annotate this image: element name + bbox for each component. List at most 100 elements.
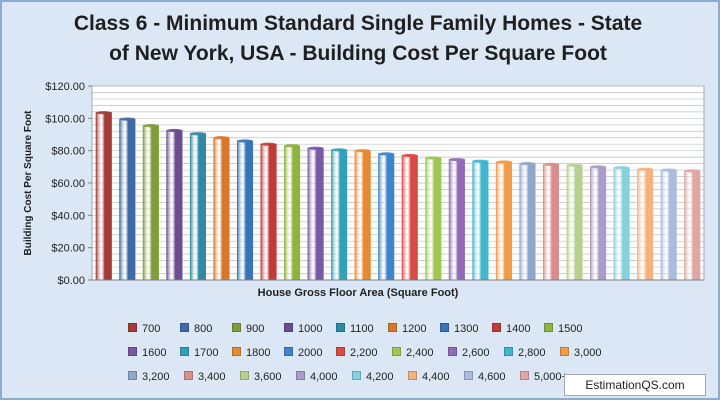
legend-label: 700	[142, 323, 161, 335]
y-tick-label: $80.00	[51, 146, 85, 158]
y-tick-label: $40.00	[51, 210, 85, 222]
bar-cap	[590, 165, 606, 169]
legend-label: 4,400	[422, 371, 450, 383]
legend-item: 3,400	[184, 370, 226, 384]
legend-label: 2,800	[518, 347, 546, 359]
legend-item: 700	[128, 322, 160, 336]
bar-4600	[660, 169, 677, 281]
legend-label: 3,200	[142, 371, 170, 383]
bar-cap	[284, 144, 300, 148]
legend-item: 2000	[284, 346, 322, 360]
legend-swatch	[284, 347, 293, 356]
bar-1500	[284, 145, 301, 281]
legend-swatch	[408, 371, 417, 380]
legend-item: 900	[232, 322, 264, 336]
bar-cap	[143, 124, 159, 128]
legend-label: 3,400	[198, 371, 226, 383]
bar-cap	[660, 168, 677, 172]
legend-swatch	[184, 371, 193, 380]
bar-cap	[190, 132, 206, 136]
legend-swatch	[336, 347, 345, 356]
legend-swatch	[240, 371, 249, 380]
legend-swatch	[232, 347, 241, 356]
bar-3200	[519, 163, 536, 281]
bar-800	[119, 118, 136, 281]
legend-swatch	[520, 371, 529, 380]
legend-label: 1400	[506, 323, 531, 335]
legend-item: 1400	[492, 322, 530, 336]
bar-3400	[542, 164, 560, 281]
legend-item: 3,600	[240, 370, 282, 384]
y-tick-label: $20.00	[51, 243, 85, 255]
bar-4400	[637, 168, 654, 281]
legend-label: 1800	[246, 347, 271, 359]
legend-label: 4,200	[366, 371, 394, 383]
legend-item: 5,000+	[520, 370, 568, 384]
bar-cap	[543, 162, 559, 167]
legend-item: 4,600	[464, 370, 506, 384]
bar-cap	[425, 156, 442, 160]
bar-2000	[378, 153, 395, 281]
legend-swatch	[180, 323, 189, 332]
legend-swatch	[464, 371, 473, 380]
bar-cap	[402, 153, 418, 158]
legend-swatch	[440, 323, 449, 332]
legend-item: 4,000	[296, 370, 338, 384]
legend-item: 2,200	[336, 346, 378, 360]
legend-item: 2,400	[392, 346, 434, 360]
bar-cap	[378, 152, 394, 156]
bar-3600	[566, 164, 583, 281]
legend-swatch	[544, 323, 553, 332]
bar-cap	[96, 111, 112, 115]
legend-label: 1500	[558, 323, 583, 335]
bar-4000	[590, 166, 607, 281]
bar-cap	[331, 148, 347, 152]
bar-cap	[613, 166, 630, 170]
legend-item: 1000	[284, 322, 322, 336]
watermark-label: EstimationQS.com	[564, 374, 706, 396]
legend-label: 4,000	[310, 371, 338, 383]
legend-label: 2,400	[406, 347, 434, 359]
bar-2200	[401, 155, 418, 281]
y-tick-label: $60.00	[51, 178, 85, 190]
legend-swatch	[388, 323, 397, 332]
legend-swatch	[296, 371, 305, 380]
bar-1800	[354, 150, 371, 281]
y-tick-label: $100.00	[45, 113, 85, 125]
legend-swatch	[392, 347, 401, 356]
legend-item: 1200	[388, 322, 426, 336]
legend-swatch	[336, 323, 345, 332]
chart-title-line-2: of New York, USA - Building Cost Per Squ…	[109, 42, 607, 65]
bar-cap	[213, 136, 230, 140]
legend-label: 900	[246, 323, 265, 335]
bar-cap	[119, 117, 136, 121]
bar-1600	[307, 147, 324, 281]
bar-1300	[236, 140, 254, 281]
bar-1700	[331, 149, 348, 281]
bar-cap	[307, 146, 324, 150]
legend-swatch	[128, 371, 137, 380]
bar-cap	[166, 128, 183, 133]
bar-2600	[448, 159, 465, 281]
legend-item: 2,600	[448, 346, 490, 360]
legend-label: 3,000	[574, 347, 602, 359]
bar-2800	[472, 160, 489, 281]
bar-cap	[354, 149, 371, 153]
legend-item: 1800	[232, 346, 270, 360]
bar-cap	[237, 139, 253, 143]
legend-item: 2,800	[504, 346, 546, 360]
legend-swatch	[180, 347, 189, 356]
legend-label: 2,200	[350, 347, 378, 359]
bar-2400	[425, 157, 442, 281]
bar-5000+	[684, 170, 701, 281]
bar-700	[95, 112, 112, 281]
bar-cap	[260, 142, 277, 146]
legend-item: 3,000	[560, 346, 602, 360]
legend-swatch	[504, 347, 513, 356]
bar-3000	[495, 161, 512, 281]
bar-cap	[566, 163, 583, 167]
bar-cap	[684, 169, 700, 173]
legend-swatch	[560, 347, 569, 356]
legend-label: 4,600	[478, 371, 506, 383]
